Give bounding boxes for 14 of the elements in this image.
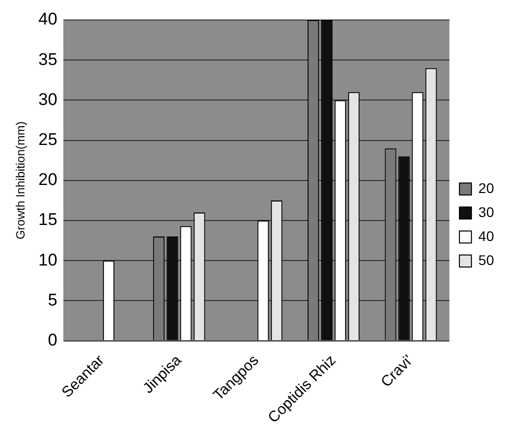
y-tick-label: 5 (48, 290, 58, 310)
legend-label: 50 (478, 252, 494, 268)
y-tick-label: 15 (38, 210, 58, 230)
y-tick-label: 0 (48, 330, 58, 350)
y-tick-label: 30 (38, 90, 58, 109)
legend-label: 40 (478, 228, 494, 244)
y-axis-title: Growth Inhibition(mm) (14, 121, 28, 240)
legend-label: 30 (478, 204, 494, 220)
y-tick-label: 25 (38, 130, 58, 149)
y-tick-label: 10 (38, 250, 58, 270)
y-tick-label: 35 (38, 50, 58, 69)
y-tick-label: 40 (38, 10, 58, 29)
y-tick-label: 20 (38, 170, 58, 190)
legend-label: 20 (478, 180, 494, 196)
